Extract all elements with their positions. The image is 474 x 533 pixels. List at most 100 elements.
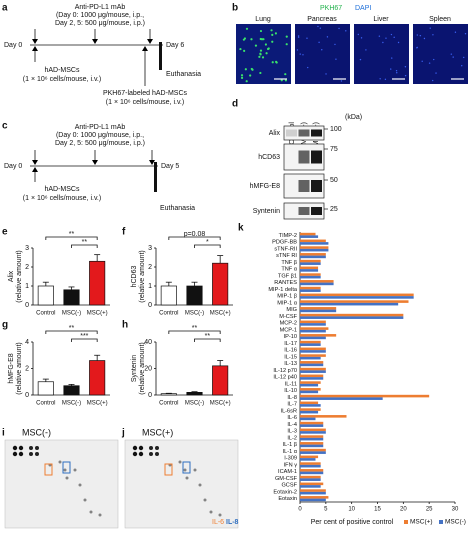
y-tick-label: 2 [25, 264, 29, 271]
bar [300, 350, 326, 353]
panel-label: e [2, 227, 8, 238]
y-tick-label: IL-1 α [283, 449, 298, 455]
bar [300, 469, 324, 472]
y-tick-label: IL-15 [284, 354, 297, 360]
dose: (Day 0: 1000 μg/mouse, i.p., [56, 132, 144, 139]
endpoint: Euthanasia [160, 205, 195, 212]
x-tick-label: Control [159, 401, 178, 407]
cell-signal [249, 74, 252, 77]
cell-signal [270, 29, 273, 32]
cell-signal [299, 53, 301, 55]
cell-signal [261, 56, 265, 59]
marker-label: 25 [330, 206, 338, 213]
y-tick-label: TNF α [281, 267, 297, 273]
array-spot [29, 452, 33, 456]
y-tick-label: 1 [25, 283, 29, 290]
cell-signal [378, 35, 381, 37]
blot-band [298, 207, 310, 215]
cell-signal [244, 68, 247, 71]
y-tick-label: MIP-1 α [277, 300, 297, 306]
injection: hAD-MSCs [44, 67, 80, 74]
array-spot [18, 451, 24, 457]
cell-signal [240, 76, 244, 79]
y-tick-label: Eotaxin-2 [273, 489, 297, 495]
bar [300, 320, 326, 324]
arrow-head [142, 46, 148, 51]
y-tick-label: IL-3 [287, 429, 297, 435]
spot-label: IL-6 [212, 519, 224, 526]
significance-label: ** [82, 239, 88, 246]
y-tick-label: sTNF RI [276, 253, 297, 259]
cell-signal [307, 66, 309, 69]
cell-signal [379, 78, 381, 80]
x-tick-label: MSC(-) [185, 401, 204, 407]
panel-label: b [232, 3, 238, 14]
cell-signal [396, 72, 398, 74]
y-tick-label: IP-10 [284, 334, 297, 340]
blot-band [311, 180, 322, 192]
array-spot [35, 452, 39, 456]
bar [300, 253, 326, 256]
y-tick-label: IFN γ [284, 462, 298, 468]
array-spot [185, 476, 189, 480]
bar [300, 485, 321, 488]
cell-signal [243, 49, 246, 52]
marker-label: 100 [330, 126, 342, 133]
bar [300, 464, 321, 468]
dose: Day 2, 5: 500 μg/mouse, i.p.) [55, 20, 145, 27]
array-membrane [124, 439, 239, 529]
bar [300, 388, 321, 391]
blot-band [311, 207, 322, 215]
legend-label: MSC(-) [445, 519, 466, 526]
y-tick-label: MIG [286, 307, 297, 313]
significance-label: p=0.08 [184, 231, 206, 238]
cell-signal [275, 60, 278, 63]
bar [300, 383, 319, 387]
array-spot [73, 468, 77, 472]
blot-band [298, 129, 310, 137]
array-spot [178, 460, 182, 464]
y-tick-label: 1 [148, 283, 152, 290]
cell-signal [239, 47, 242, 51]
x-tick-label: MSC(-) [185, 311, 204, 317]
cell-signal [340, 80, 343, 82]
y-tick-label: IL-7 [287, 402, 297, 408]
y-tick-label: PDGF-BB [272, 240, 297, 246]
bar [300, 367, 326, 371]
bar [300, 307, 337, 310]
arrow-head [32, 160, 38, 165]
bar [300, 437, 324, 441]
cell-signal [435, 72, 437, 74]
bar [186, 285, 203, 306]
cell-signal [325, 73, 327, 75]
y-tick-label: 3 [148, 245, 152, 252]
bar [300, 246, 329, 249]
y-tick-label: IL-17 [284, 341, 297, 347]
bar [300, 451, 326, 454]
y-tick-label: 20 [144, 365, 152, 372]
bar [89, 260, 106, 306]
day-label: Day 5 [161, 163, 179, 170]
x-tick-label: MSC(-) [62, 311, 81, 317]
antibody-arrays: MSC(-) MSC(+) IL-6 IL-8 [4, 427, 239, 529]
y-axis-label: hMFG-E8 [8, 353, 15, 383]
y-tick-label: 4 [25, 339, 29, 346]
significance-label: *** [80, 333, 88, 340]
bar [300, 248, 329, 252]
cell-signal [285, 35, 288, 38]
cell-signal [357, 33, 360, 36]
array-spot [149, 452, 153, 456]
bar [300, 293, 414, 297]
cell-signal [359, 58, 362, 61]
x-tick-label: MSC(-) [62, 401, 81, 407]
array-spot [83, 498, 87, 502]
bar [37, 381, 54, 396]
bar [300, 343, 321, 346]
cell-signal [321, 49, 323, 51]
bar [160, 285, 177, 306]
array-spot [132, 451, 138, 457]
bar [300, 421, 324, 425]
array-spot [58, 460, 62, 464]
array-spot [155, 446, 159, 450]
